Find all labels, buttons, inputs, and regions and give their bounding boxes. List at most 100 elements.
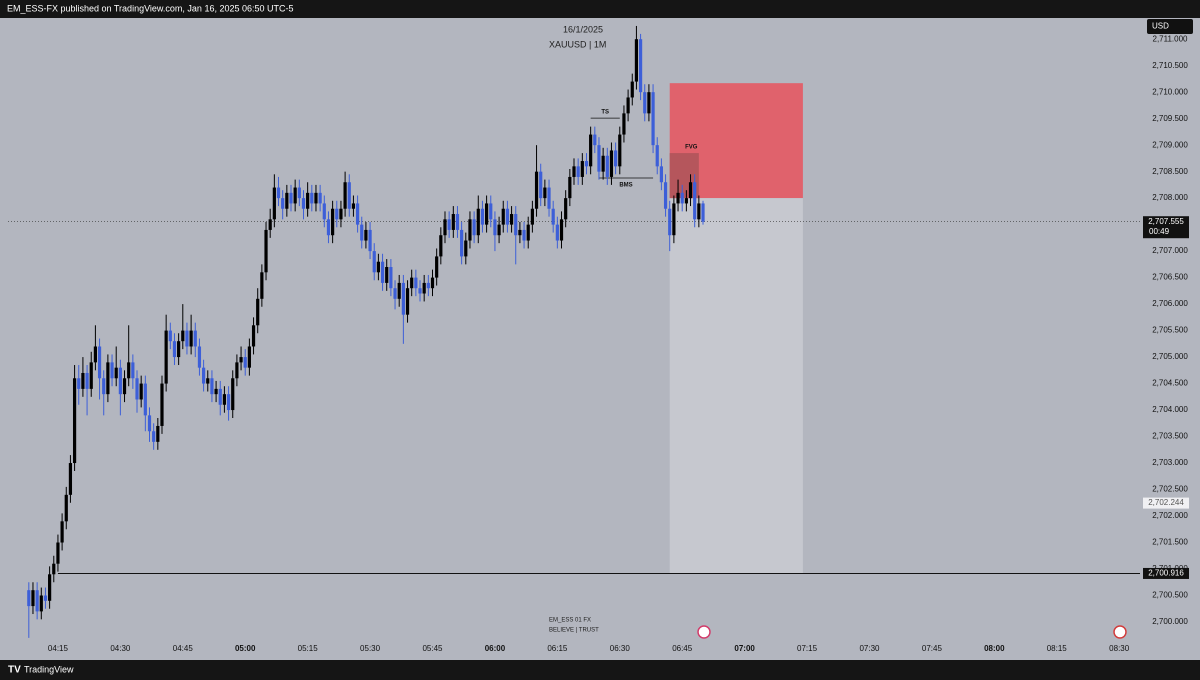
candle-body xyxy=(485,203,489,225)
x-tick-label: 08:30 xyxy=(1109,644,1130,653)
candle-body xyxy=(281,198,285,209)
candle-body xyxy=(430,277,435,289)
candle-body xyxy=(564,198,568,220)
candle-body xyxy=(135,378,139,400)
chart-title: 16/1/2025 xyxy=(563,24,603,34)
candle-body xyxy=(439,235,443,257)
candle-body xyxy=(480,208,485,225)
y-tick-label: 2,704.500 xyxy=(1152,379,1188,388)
candle-body xyxy=(422,282,426,294)
candle-body xyxy=(156,425,160,442)
candle-body xyxy=(168,330,172,342)
candle-body xyxy=(493,219,497,236)
candle-body xyxy=(127,362,131,379)
candle-body xyxy=(414,277,418,289)
candle-body xyxy=(472,219,476,236)
candle-body xyxy=(464,240,468,257)
candle-body xyxy=(326,219,331,236)
candle-body xyxy=(285,192,289,209)
candle-body xyxy=(52,563,56,575)
candle-body xyxy=(60,521,64,543)
x-tick-label: 07:30 xyxy=(859,644,880,653)
candle-body xyxy=(509,214,514,225)
x-tick-label: 04:15 xyxy=(48,644,69,653)
candle-body xyxy=(39,595,43,612)
candle-body xyxy=(593,134,597,146)
candle-body xyxy=(31,590,35,607)
candle-body xyxy=(93,346,97,363)
candle-body xyxy=(293,187,297,204)
x-tick-label: 05:15 xyxy=(298,644,319,653)
candle-body xyxy=(48,574,52,601)
candle-body xyxy=(497,224,501,236)
candle-body xyxy=(643,92,647,114)
footer-text: TradingView xyxy=(24,664,74,674)
candle-body xyxy=(197,346,202,368)
candle-body xyxy=(501,208,505,225)
candle-body xyxy=(235,362,239,379)
candle-body xyxy=(339,208,343,220)
candle-body xyxy=(701,203,705,222)
price-label: 2,700.916 xyxy=(1148,569,1184,578)
footer-logo: TV xyxy=(8,665,21,676)
candle-body xyxy=(418,288,422,294)
candle-body xyxy=(97,346,102,379)
candle-body xyxy=(451,214,455,230)
candle-body xyxy=(655,145,659,167)
candle-body xyxy=(601,155,605,172)
candle-body xyxy=(668,208,672,236)
candle-body xyxy=(110,362,114,379)
candle-body xyxy=(455,214,460,230)
candle-body xyxy=(638,39,643,93)
candle-body xyxy=(385,267,389,283)
candle-body xyxy=(647,92,651,114)
candle-body xyxy=(551,208,555,225)
candle-body xyxy=(534,171,539,209)
candle-body xyxy=(231,378,235,411)
candle-body xyxy=(397,282,401,299)
candle-body xyxy=(435,256,439,278)
currency: USD xyxy=(1152,22,1169,31)
x-tick-label: 05:45 xyxy=(422,644,443,653)
candle-body xyxy=(251,325,256,347)
candle-body xyxy=(27,590,31,607)
candle-body xyxy=(634,39,639,82)
candle-body xyxy=(614,150,618,167)
candle-body xyxy=(476,208,480,236)
x-tick-label: 05:30 xyxy=(360,644,381,653)
candle-body xyxy=(680,192,684,204)
candle-body xyxy=(160,383,164,426)
candle-body xyxy=(301,198,306,209)
annotation-label: TS xyxy=(601,110,609,116)
x-tick-label: 06:30 xyxy=(610,644,631,653)
candle-body xyxy=(106,362,110,395)
zone xyxy=(669,198,803,574)
candle-body xyxy=(426,282,430,289)
candle-body xyxy=(372,251,376,273)
y-tick-label: 2,704.000 xyxy=(1152,405,1188,414)
candle-body xyxy=(189,330,193,347)
y-tick-label: 2,707.000 xyxy=(1152,246,1188,255)
price-label-box xyxy=(1143,216,1189,239)
candle-body xyxy=(310,192,314,204)
candle-body xyxy=(351,203,356,209)
candle-body xyxy=(605,155,609,177)
price-label-box xyxy=(1143,567,1189,579)
candle-body xyxy=(335,208,339,220)
candle-body xyxy=(518,229,522,236)
candle-body xyxy=(247,346,251,368)
candle-body xyxy=(164,330,168,384)
candle-body xyxy=(360,224,364,241)
candle-body xyxy=(172,341,177,358)
candle-body xyxy=(514,214,518,236)
candle-body xyxy=(468,219,472,241)
candle-body xyxy=(401,282,405,315)
candle-body xyxy=(68,463,73,495)
candle-body xyxy=(268,219,272,230)
candle-body xyxy=(597,145,601,172)
candle-body xyxy=(364,229,368,241)
candle-body xyxy=(489,203,493,220)
candle-body xyxy=(676,192,680,204)
